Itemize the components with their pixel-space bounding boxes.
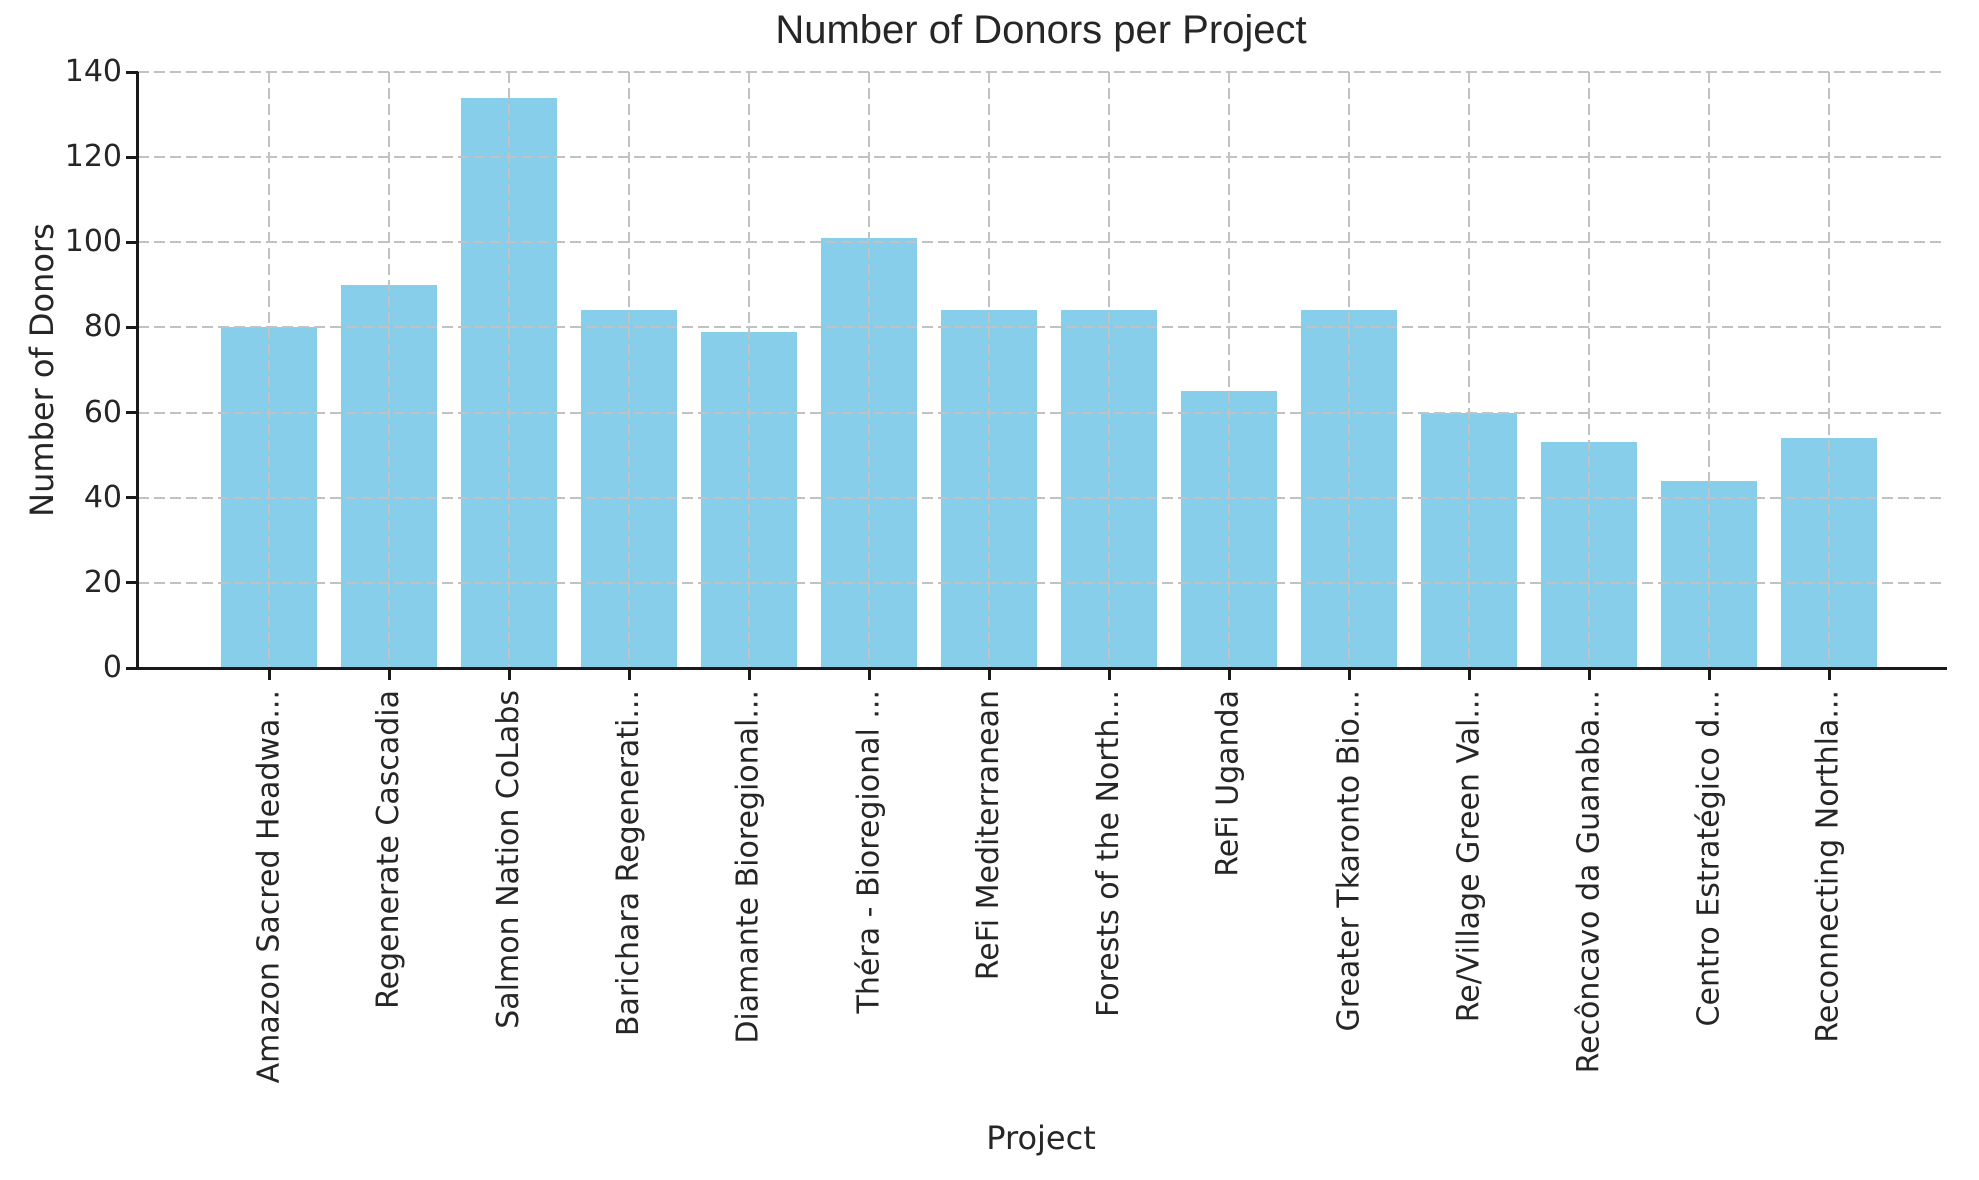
x-gridline bbox=[1108, 72, 1110, 668]
x-gridline bbox=[1588, 72, 1590, 668]
x-tick-label: Barichara Regenerati... bbox=[611, 690, 646, 1037]
y-axis-label: Number of Donors bbox=[23, 223, 61, 517]
x-tick-label: Forests of the North... bbox=[1091, 690, 1126, 1017]
x-gridline bbox=[628, 72, 630, 668]
y-tick-mark bbox=[126, 325, 138, 329]
x-tick-mark bbox=[987, 668, 991, 680]
y-tick-label: 0 bbox=[102, 650, 122, 685]
x-gridline bbox=[508, 72, 510, 668]
x-tick-mark bbox=[1347, 668, 1351, 680]
y-axis-spine bbox=[136, 72, 139, 670]
x-tick-label: Diamante Bioregional... bbox=[731, 690, 766, 1044]
x-gridline bbox=[988, 72, 990, 668]
y-gridline bbox=[138, 581, 1945, 584]
y-tick-mark bbox=[126, 240, 138, 244]
x-tick-mark bbox=[507, 668, 511, 680]
x-tick-mark bbox=[867, 668, 871, 680]
y-tick-label: 20 bbox=[83, 564, 122, 600]
x-gridline bbox=[1228, 72, 1230, 668]
y-tick-label: 120 bbox=[64, 139, 122, 175]
chart-title: Number of Donors per Project bbox=[775, 8, 1307, 52]
y-tick-label: 80 bbox=[83, 309, 122, 345]
x-gridline bbox=[868, 72, 870, 668]
x-tick-label: ReFi Mediterranean bbox=[971, 690, 1006, 981]
x-tick-mark bbox=[1227, 668, 1231, 680]
x-axis-label: Project bbox=[986, 1119, 1096, 1157]
x-tick-mark bbox=[1107, 668, 1111, 680]
x-tick-mark bbox=[1827, 668, 1831, 680]
x-tick-label: Centro Estratégico d... bbox=[1691, 690, 1726, 1027]
y-tick-mark bbox=[126, 155, 138, 159]
x-tick-label: Re/Village Green Val... bbox=[1451, 690, 1486, 1023]
x-gridline bbox=[268, 72, 270, 668]
x-gridline bbox=[1708, 72, 1710, 668]
x-gridline bbox=[388, 72, 390, 668]
y-tick-mark bbox=[126, 411, 138, 415]
x-tick-mark bbox=[627, 668, 631, 680]
y-tick-label: 60 bbox=[83, 394, 122, 430]
y-tick-mark bbox=[126, 581, 138, 585]
y-tick-mark bbox=[126, 70, 138, 74]
y-tick-label: 100 bbox=[64, 224, 122, 260]
y-tick-label: 140 bbox=[64, 54, 122, 89]
x-tick-mark bbox=[1707, 668, 1711, 680]
y-gridline bbox=[138, 156, 1945, 159]
x-tick-mark bbox=[387, 668, 391, 680]
x-tick-label: Recôncavo da Guanaba... bbox=[1571, 690, 1606, 1074]
x-tick-label: Amazon Sacred Headwa... bbox=[251, 690, 286, 1084]
x-gridline bbox=[1348, 72, 1350, 668]
x-tick-label: Théra - Bioregional ... bbox=[851, 690, 886, 1014]
x-tick-mark bbox=[747, 668, 751, 680]
x-tick-label: Regenerate Cascadia bbox=[371, 690, 406, 1009]
x-axis-spine bbox=[136, 667, 1947, 670]
x-gridline bbox=[1828, 72, 1830, 668]
y-tick-mark bbox=[126, 666, 138, 670]
y-gridline bbox=[138, 241, 1945, 244]
x-tick-label: Salmon Nation CoLabs bbox=[491, 690, 526, 1029]
y-tick-label: 40 bbox=[83, 479, 122, 515]
y-gridline bbox=[138, 496, 1945, 499]
x-tick-label: Reconnecting Northla... bbox=[1811, 690, 1846, 1043]
x-tick-mark bbox=[267, 668, 271, 680]
x-tick-mark bbox=[1467, 668, 1471, 680]
x-tick-label: ReFi Uganda bbox=[1211, 690, 1246, 877]
x-gridline bbox=[748, 72, 750, 668]
y-tick-mark bbox=[126, 496, 138, 500]
y-gridline bbox=[138, 326, 1945, 329]
x-tick-mark bbox=[1587, 668, 1591, 680]
y-gridline bbox=[138, 411, 1945, 414]
y-gridline bbox=[138, 71, 1945, 73]
x-gridline bbox=[1468, 72, 1470, 668]
x-tick-label: Greater Tkaronto Bio... bbox=[1331, 690, 1366, 1032]
